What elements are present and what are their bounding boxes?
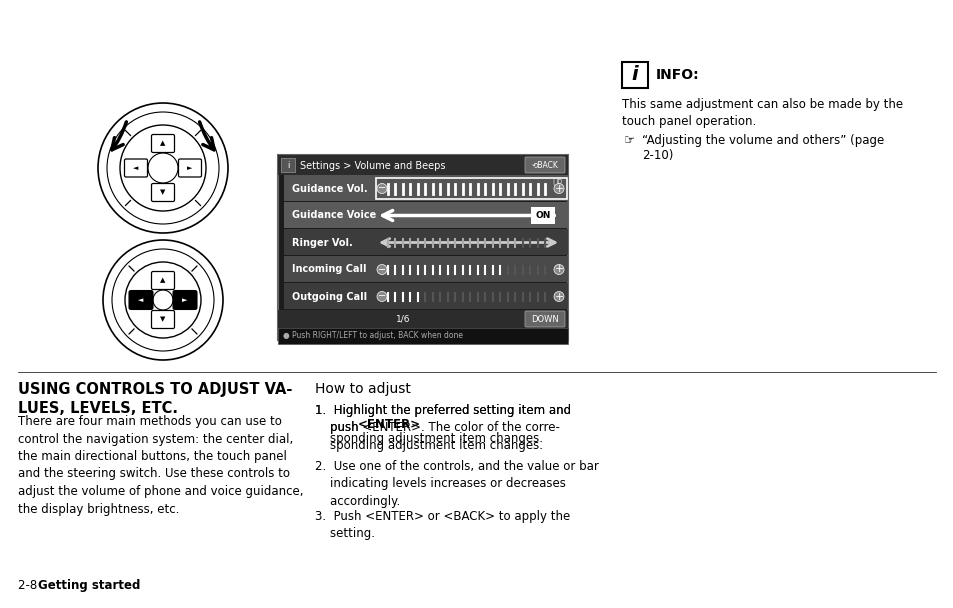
Circle shape [554, 184, 563, 193]
Text: “Adjusting the volume and others” (page: “Adjusting the volume and others” (page [641, 134, 883, 147]
Text: 2.  Use one of the controls, and the value or bar
    indicating levels increase: 2. Use one of the controls, and the valu… [314, 460, 598, 508]
Text: −: − [377, 264, 386, 274]
Text: 2-8: 2-8 [18, 579, 45, 592]
Text: −: − [377, 291, 386, 302]
Circle shape [152, 290, 172, 310]
Bar [284, 283, 567, 309]
Text: +: + [554, 291, 563, 302]
Circle shape [376, 184, 387, 193]
FancyBboxPatch shape [178, 159, 201, 177]
Text: USING CONTROLS TO ADJUST VA-
LUES, LEVELS, ETC.: USING CONTROLS TO ADJUST VA- LUES, LEVEL… [18, 382, 292, 416]
Bar [281, 158, 294, 172]
Bar [277, 310, 567, 328]
FancyBboxPatch shape [152, 272, 174, 289]
Text: Getting started: Getting started [38, 579, 140, 592]
Bar [284, 256, 567, 282]
FancyBboxPatch shape [524, 311, 564, 327]
Bar [375, 178, 566, 199]
Bar [284, 229, 567, 255]
Bar [621, 62, 647, 88]
Text: ☞: ☞ [623, 134, 635, 147]
Text: This same adjustment can also be made by the
touch panel operation.: This same adjustment can also be made by… [621, 98, 902, 128]
Text: 1.  Highlight the preferred setting item and
    push: 1. Highlight the preferred setting item … [314, 404, 571, 435]
Text: Incoming Call: Incoming Call [292, 264, 366, 274]
Text: ▲: ▲ [160, 277, 166, 283]
Text: <ENTER>: <ENTER> [357, 418, 420, 431]
Text: ►: ► [187, 165, 193, 171]
Text: ◄: ◄ [138, 297, 144, 303]
FancyBboxPatch shape [152, 184, 174, 201]
Text: 2-10): 2-10) [641, 149, 673, 162]
Bar [531, 207, 555, 224]
Bar [284, 175, 567, 201]
Text: 1/6: 1/6 [395, 314, 410, 323]
Text: ►: ► [182, 297, 188, 303]
Text: Settings > Volume and Beeps: Settings > Volume and Beeps [299, 161, 445, 171]
FancyBboxPatch shape [125, 159, 148, 177]
Text: −: − [377, 184, 386, 193]
Text: +: + [554, 264, 563, 274]
Text: ▼: ▼ [160, 190, 166, 196]
FancyBboxPatch shape [152, 311, 174, 328]
Bar [284, 202, 567, 228]
FancyBboxPatch shape [152, 134, 174, 153]
Circle shape [554, 264, 563, 274]
Text: ▼: ▼ [160, 317, 166, 322]
Circle shape [376, 291, 387, 302]
Text: i: i [631, 66, 638, 85]
Text: Guidance Vol.: Guidance Vol. [292, 184, 367, 193]
Text: Ringer Vol.: Ringer Vol. [292, 238, 353, 247]
FancyBboxPatch shape [130, 291, 152, 309]
Bar [277, 155, 567, 175]
FancyBboxPatch shape [173, 291, 196, 309]
Text: i: i [287, 161, 289, 170]
FancyBboxPatch shape [524, 157, 564, 173]
Text: DOWN: DOWN [531, 314, 558, 323]
Text: ON: ON [535, 211, 550, 220]
Text: INFO:: INFO: [656, 68, 699, 82]
Text: ● Push RIGHT/LEFT to adjust, BACK when done: ● Push RIGHT/LEFT to adjust, BACK when d… [283, 331, 462, 340]
Text: There are four main methods you can use to
control the navigation system: the ce: There are four main methods you can use … [18, 415, 303, 516]
Bar [277, 155, 567, 340]
Text: How to adjust: How to adjust [314, 382, 411, 396]
Text: Guidance Voice: Guidance Voice [292, 210, 375, 221]
Text: +: + [554, 184, 563, 193]
Text: sponding adjustment item changes.: sponding adjustment item changes. [314, 432, 542, 445]
Bar [277, 328, 567, 344]
Text: 1.  Highlight the preferred setting item and
    push <ENTER>. The color of the : 1. Highlight the preferred setting item … [314, 404, 571, 452]
Text: ◄: ◄ [133, 165, 138, 171]
Circle shape [148, 153, 178, 183]
Text: ▲: ▲ [160, 140, 166, 147]
Text: ⟲BACK: ⟲BACK [531, 161, 558, 170]
Circle shape [554, 291, 563, 302]
Text: Outgoing Call: Outgoing Call [292, 291, 367, 302]
Circle shape [376, 264, 387, 274]
Text: UP: UP [553, 179, 562, 188]
Text: 3.  Push <ENTER> or <BACK> to apply the
    setting.: 3. Push <ENTER> or <BACK> to apply the s… [314, 510, 570, 541]
